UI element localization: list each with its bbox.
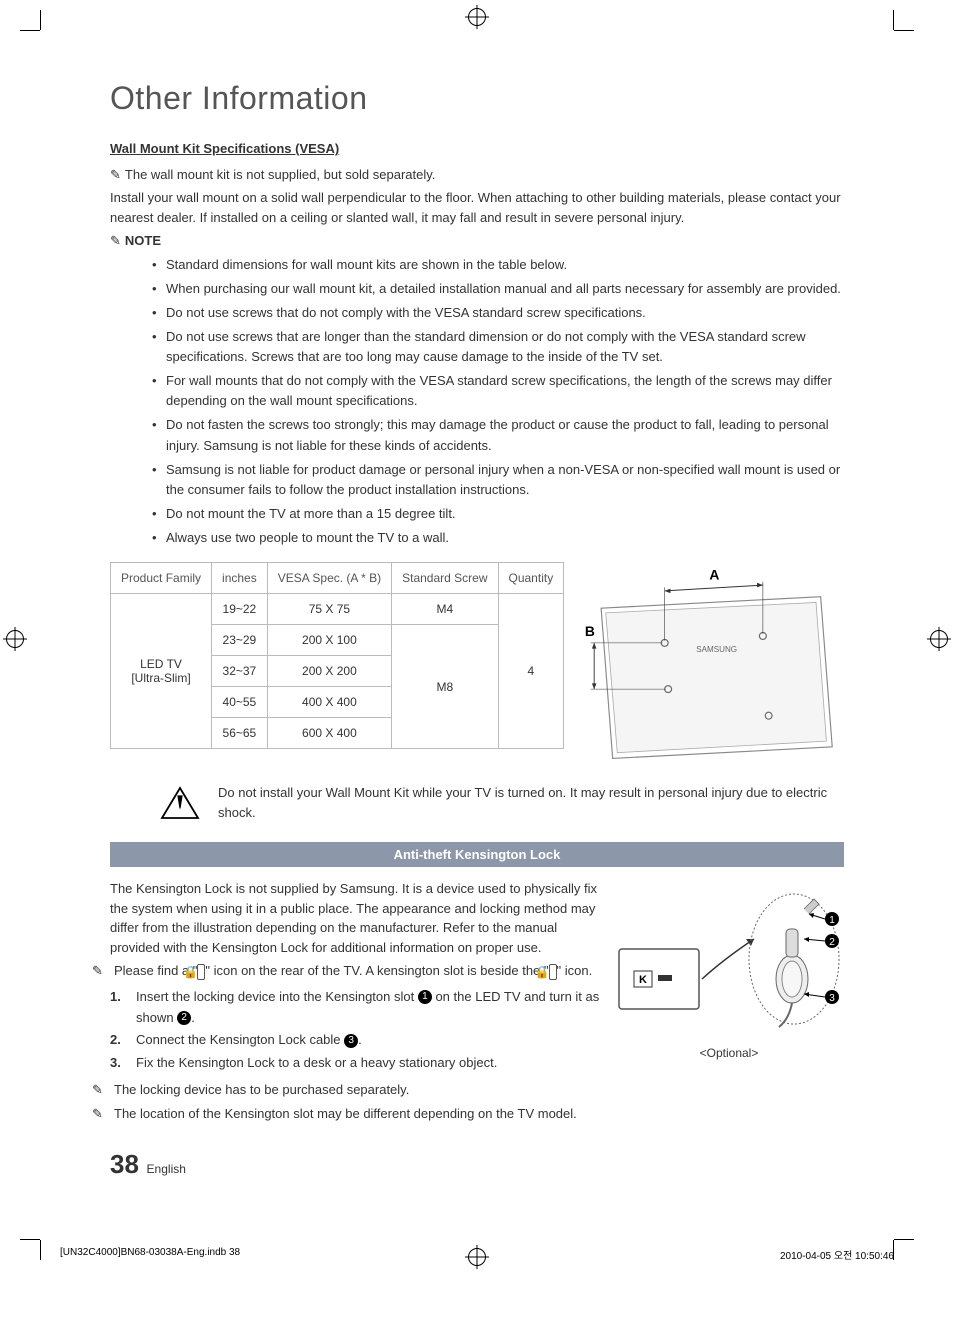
th-inches: inches	[212, 563, 268, 594]
svg-text:1: 1	[829, 915, 835, 926]
wallmount-notes-list: Standard dimensions for wall mount kits …	[110, 255, 844, 549]
step-ref-1: 1	[418, 990, 432, 1004]
svg-text:SAMSUNG: SAMSUNG	[696, 645, 737, 654]
td-inches: 19~22	[212, 594, 268, 625]
kensington-note3: ✎The location of the Kensington slot may…	[110, 1104, 604, 1124]
table-header-row: Product Family inches VESA Spec. (A * B)…	[111, 563, 564, 594]
wallmount-intro2: Install your wall mount on a solid wall …	[110, 188, 844, 227]
td-inches: 56~65	[212, 718, 268, 749]
td-screw: M8	[392, 625, 498, 749]
optional-label: <Optional>	[614, 1046, 844, 1060]
th-family: Product Family	[111, 563, 212, 594]
page-title: Other Information	[110, 80, 844, 117]
td-family: LED TV [Ultra-Slim]	[111, 594, 212, 749]
manual-page: Other Information Wall Mount Kit Specifi…	[0, 0, 954, 1280]
warning-icon	[160, 786, 200, 820]
page-language: English	[147, 1162, 186, 1176]
kensington-steps: 1.Insert the locking device into the Ken…	[110, 987, 604, 1074]
page-number: 38	[110, 1149, 139, 1179]
kensington-section: The Kensington Lock is not supplied by S…	[110, 879, 844, 1127]
note-icon: ✎	[110, 231, 121, 251]
step-ref-2: 2	[177, 1011, 191, 1025]
lock-icon: 🔒	[549, 964, 557, 980]
td-vesa: 200 X 100	[267, 625, 391, 656]
list-item: 1.Insert the locking device into the Ken…	[110, 987, 604, 1029]
print-timestamp: 2010-04-05 오전 10:50:46	[780, 1247, 894, 1262]
td-vesa: 400 X 400	[267, 687, 391, 718]
td-screw: M4	[392, 594, 498, 625]
list-item: Do not use screws that are longer than t…	[152, 327, 844, 367]
list-item: Do not use screws that do not comply wit…	[152, 303, 844, 323]
td-vesa: 75 X 75	[267, 594, 391, 625]
warning-block: Do not install your Wall Mount Kit while…	[160, 783, 844, 822]
kensington-intro: The Kensington Lock is not supplied by S…	[110, 879, 604, 957]
td-vesa: 600 X 400	[267, 718, 391, 749]
th-screw: Standard Screw	[392, 563, 498, 594]
svg-text:A: A	[710, 567, 720, 583]
kensington-note2: ✎The locking device has to be purchased …	[110, 1080, 604, 1100]
th-qty: Quantity	[498, 563, 564, 594]
vesa-table: Product Family inches VESA Spec. (A * B)…	[110, 562, 564, 749]
list-item: 3.Fix the Kensington Lock to a desk or a…	[110, 1053, 604, 1074]
svg-text:K: K	[639, 974, 647, 986]
kensington-note1: ✎Please find a "🔒" icon on the rear of t…	[110, 961, 604, 981]
list-item: When purchasing our wall mount kit, a de…	[152, 279, 844, 299]
list-item: 2.Connect the Kensington Lock cable 3.	[110, 1030, 604, 1051]
svg-text:3: 3	[829, 993, 835, 1004]
wallmount-heading: Wall Mount Kit Specifications (VESA)	[110, 139, 844, 159]
step-ref-3: 3	[344, 1034, 358, 1048]
print-filename: [UN32C4000]BN68-03038A-Eng.indb 38	[60, 1247, 240, 1262]
print-footer: [UN32C4000]BN68-03038A-Eng.indb 38 2010-…	[60, 1247, 894, 1262]
th-vesa: VESA Spec. (A * B)	[267, 563, 391, 594]
list-item: Samsung is not liable for product damage…	[152, 460, 844, 500]
list-item: Do not mount the TV at more than a 15 de…	[152, 504, 844, 524]
note-label: ✎NOTE	[110, 231, 844, 251]
td-inches: 32~37	[212, 656, 268, 687]
table-row: LED TV [Ultra-Slim] 19~22 75 X 75 M4 4	[111, 594, 564, 625]
td-inches: 40~55	[212, 687, 268, 718]
kensington-diagram: K 1 2 3	[614, 879, 844, 1127]
td-qty: 4	[498, 594, 564, 749]
list-item: For wall mounts that do not comply with …	[152, 371, 844, 411]
note-icon: ✎	[110, 165, 121, 185]
wallmount-intro1: ✎The wall mount kit is not supplied, but…	[110, 165, 844, 185]
kensington-bar: Anti-theft Kensington Lock	[110, 842, 844, 867]
svg-text:2: 2	[829, 937, 835, 948]
list-item: Standard dimensions for wall mount kits …	[152, 255, 844, 275]
tv-back-diagram: SAMSUNG A B	[578, 562, 844, 773]
svg-text:B: B	[585, 623, 595, 639]
td-inches: 23~29	[212, 625, 268, 656]
warning-text: Do not install your Wall Mount Kit while…	[218, 783, 844, 822]
td-vesa: 200 X 200	[267, 656, 391, 687]
list-item: Always use two people to mount the TV to…	[152, 528, 844, 548]
list-item: Do not fasten the screws too strongly; t…	[152, 415, 844, 455]
page-footer: 38 English	[110, 1149, 186, 1180]
wallmount-section: Wall Mount Kit Specifications (VESA) ✎Th…	[110, 139, 844, 822]
